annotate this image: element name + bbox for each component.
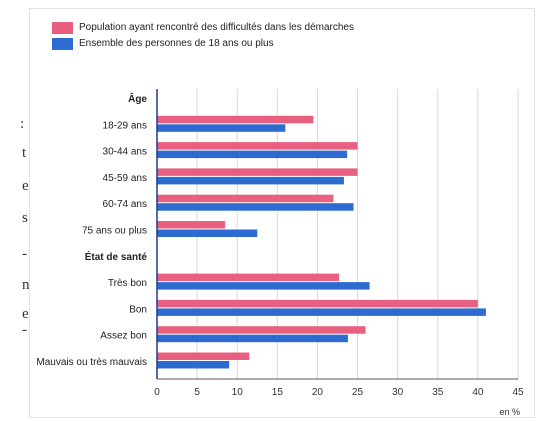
cropped-text-fragment: e <box>22 306 29 322</box>
legend-item-difficultes: Population ayant rencontré des difficult… <box>52 20 354 35</box>
bar-ensemble <box>157 229 258 237</box>
bar-ensemble <box>157 282 370 290</box>
bar-difficultes <box>157 115 314 124</box>
bar-difficultes <box>157 273 340 282</box>
cropped-text-fragment: - <box>22 322 27 338</box>
bar-ensemble <box>157 361 230 369</box>
x-tick-label: 15 <box>272 387 284 398</box>
category-label: 45-59 ans <box>103 173 147 184</box>
legend-label: Ensemble des personnes de 18 ans ou plus <box>79 38 274 49</box>
cropped-text-fragment: s <box>22 210 28 226</box>
cropped-text-fragment: : <box>20 116 25 132</box>
bar-ensemble <box>157 308 486 316</box>
x-tick-label: 0 <box>154 387 160 398</box>
bar-ensemble <box>157 150 348 159</box>
legend-swatch-blue <box>52 37 73 50</box>
x-tick-label: 30 <box>392 387 404 398</box>
x-tick-label: 35 <box>432 387 444 398</box>
legend-item-ensemble: Ensemble des personnes de 18 ans ou plus <box>52 36 354 51</box>
chart-frame: Population ayant rencontré des difficult… <box>29 8 535 418</box>
x-tick-label: 25 <box>352 387 364 398</box>
cropped-text-fragment: - <box>22 246 27 262</box>
legend-label: Population ayant rencontré des difficult… <box>79 22 354 33</box>
bar-ensemble <box>157 124 286 132</box>
bar-ensemble <box>157 176 344 185</box>
x-tick-label: 40 <box>472 387 484 398</box>
category-label: 18-29 ans <box>103 120 147 131</box>
legend: Population ayant rencontré des difficult… <box>52 20 354 52</box>
category-header: État de santé <box>85 250 148 263</box>
bar-ensemble <box>157 203 354 211</box>
category-label: 60-74 ans <box>103 199 147 210</box>
cropped-text-fragment: e <box>22 178 29 194</box>
category-label: Mauvais ou très mauvais <box>36 357 147 368</box>
x-tick-label: 45 <box>512 387 524 398</box>
category-label: Très bon <box>108 278 147 289</box>
bar-chart: 0 5 10 15 20 25 30 35 40 45 en % Âge 18-29 ans 30-44 … <box>36 89 524 417</box>
x-tick-label: 5 <box>194 387 200 398</box>
bar-difficultes <box>157 194 334 203</box>
x-tick-label: 20 <box>312 387 324 398</box>
bar-difficultes <box>157 326 366 334</box>
category-label: 75 ans ou plus <box>82 226 147 237</box>
x-axis-unit: en % <box>499 407 520 417</box>
bar-difficultes <box>157 142 358 150</box>
x-tick-label: 10 <box>232 387 244 398</box>
bar-difficultes <box>157 352 250 360</box>
legend-swatch-pink <box>52 21 73 34</box>
category-label: Bon <box>129 304 147 315</box>
category-label: Assez bon <box>100 331 147 342</box>
bar-ensemble <box>157 334 348 343</box>
bar-difficultes <box>157 168 358 176</box>
bar-difficultes <box>157 299 478 308</box>
cropped-text-fragment: t <box>22 145 27 161</box>
bar-difficultes <box>157 221 226 229</box>
category-label: 30-44 ans <box>103 147 147 158</box>
category-header: Âge <box>128 92 147 105</box>
cropped-text-fragment: n <box>22 277 30 293</box>
